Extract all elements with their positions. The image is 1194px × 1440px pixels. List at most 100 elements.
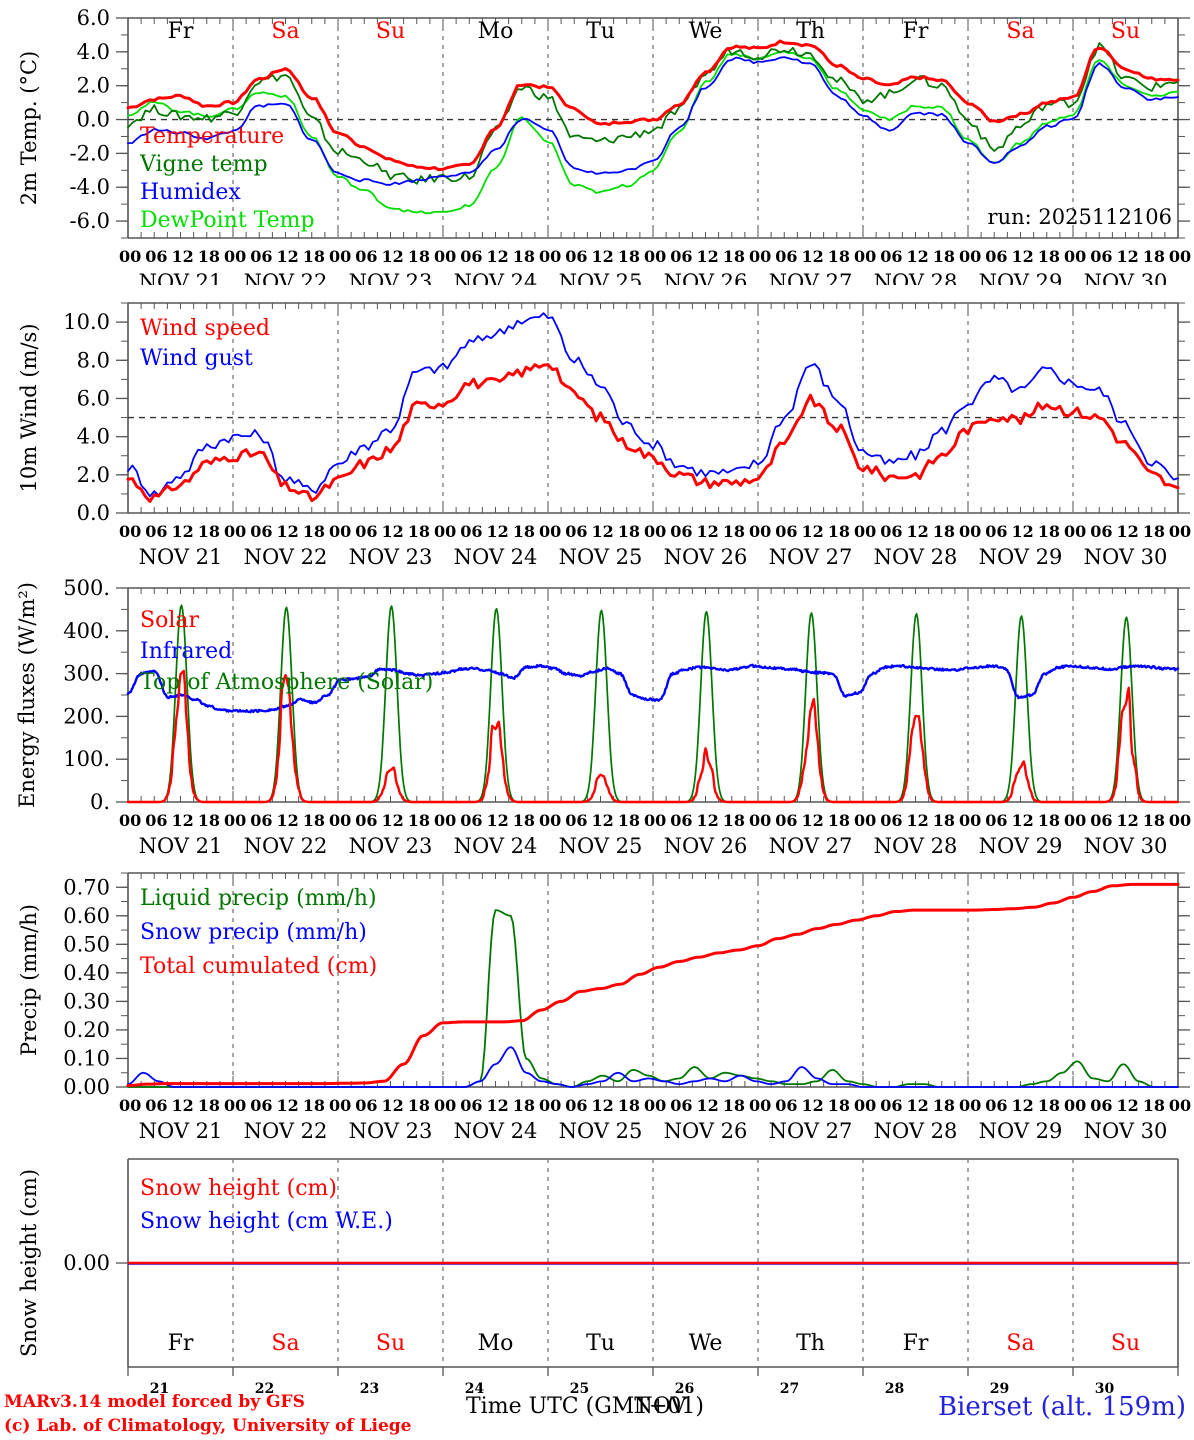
temperature-chart: 2m Temp. (°C) 6.0 4.0 2.0 0.0 -2.0 -4.0 -6.0 F… bbox=[17, 6, 1191, 285]
day-label: NOV 27 bbox=[769, 545, 853, 569]
hour-tick-label: 00 bbox=[644, 811, 666, 830]
hour-tick-label: 06 bbox=[355, 811, 377, 830]
hour-tick-label: 12 bbox=[487, 811, 509, 830]
hour-tick-label: 18 bbox=[828, 811, 850, 830]
hour-tick-label: 18 bbox=[828, 522, 850, 541]
y-tick-label: 0.00 bbox=[63, 1075, 110, 1099]
weekday-label: Mo bbox=[478, 1331, 514, 1356]
hour-tick-label: 12 bbox=[382, 522, 404, 541]
hour-tick-label: 12 bbox=[1012, 247, 1034, 266]
legend-entry: Snow height (cm W.E.) bbox=[140, 1209, 393, 1234]
hour-tick-label: 00 bbox=[539, 247, 561, 266]
y-tick-label: 0.00 bbox=[63, 1251, 110, 1275]
day-label: NOV 29 bbox=[979, 545, 1063, 569]
day-number-label: 30 bbox=[1095, 1381, 1115, 1397]
weekday-label: Tu bbox=[586, 19, 615, 44]
hour-tick-label: 18 bbox=[1038, 1096, 1060, 1115]
day-label: NOV 22 bbox=[244, 834, 328, 855]
hour-tick-label: 00 bbox=[854, 1096, 876, 1115]
hour-tick-label: 12 bbox=[697, 522, 719, 541]
hour-tick-label: 12 bbox=[802, 247, 824, 266]
hour-tick-label: 06 bbox=[985, 247, 1007, 266]
hour-tick-label: 18 bbox=[618, 1096, 640, 1115]
hour-tick-label: 00 bbox=[224, 1096, 246, 1115]
weekday-label: Fr bbox=[168, 19, 194, 44]
y-tick-label: 2.0 bbox=[77, 74, 110, 98]
station-label: Bierset (alt. 159m) bbox=[938, 1392, 1186, 1422]
hour-tick-label: 06 bbox=[1090, 522, 1112, 541]
day-label: NOV 26 bbox=[664, 270, 748, 285]
day-label: NOV 29 bbox=[979, 834, 1063, 855]
legend-entry: Temperature bbox=[140, 124, 284, 149]
x-axis-title: Time UTC (GMT+01) bbox=[466, 1394, 704, 1419]
day-number-label: 24 bbox=[465, 1381, 485, 1397]
y-tick-label: -2.0 bbox=[70, 141, 111, 165]
hour-tick-label: 00 bbox=[644, 247, 666, 266]
day-label: NOV 30 bbox=[1084, 834, 1168, 855]
hour-tick-label: 12 bbox=[592, 811, 614, 830]
hour-tick-label: 18 bbox=[723, 522, 745, 541]
weekday-label: Sa bbox=[271, 1331, 299, 1356]
hour-tick-label: 12 bbox=[907, 522, 929, 541]
hour-tick-label: 06 bbox=[1090, 1096, 1112, 1115]
hour-tick-label: 18 bbox=[618, 811, 640, 830]
hour-tick-label: 12 bbox=[277, 811, 299, 830]
hour-tick-label: 00 bbox=[1169, 522, 1191, 541]
hour-tick-label: 18 bbox=[1143, 811, 1165, 830]
hour-tick-label: 00 bbox=[1064, 522, 1086, 541]
hour-tick-label: 12 bbox=[802, 522, 824, 541]
hour-tick-label: 18 bbox=[513, 522, 535, 541]
day-number-label: 23 bbox=[360, 1381, 379, 1397]
day-label: NOV 25 bbox=[559, 270, 643, 285]
hour-tick-label: 00 bbox=[434, 247, 456, 266]
y-tick-label: 4.0 bbox=[77, 425, 110, 449]
y-axis-title: 10m Wind (m/s) bbox=[17, 323, 41, 492]
weekday-label: Su bbox=[1111, 19, 1140, 44]
y-tick-label: 300. bbox=[63, 662, 110, 686]
day-label: NOV 28 bbox=[874, 1119, 958, 1143]
hour-tick-label: 06 bbox=[775, 247, 797, 266]
y-axis-title: Energy fluxes (W/m²) bbox=[15, 582, 39, 808]
series-solar bbox=[126, 669, 1180, 804]
weekday-label: Sa bbox=[271, 19, 299, 44]
hour-tick-label: 00 bbox=[539, 811, 561, 830]
series-humidex bbox=[127, 56, 1179, 186]
weekday-label: Fr bbox=[903, 1331, 929, 1356]
hour-tick-label: 12 bbox=[592, 247, 614, 266]
hour-tick-label: 06 bbox=[460, 811, 482, 830]
hour-tick-label: 18 bbox=[933, 522, 955, 541]
hour-tick-label: 18 bbox=[303, 1096, 325, 1115]
hour-tick-label: 12 bbox=[1012, 811, 1034, 830]
series-temperature bbox=[126, 39, 1180, 172]
weekday-label: Su bbox=[376, 19, 405, 44]
hour-tick-label: 06 bbox=[250, 247, 272, 266]
hour-tick-label: 00 bbox=[854, 247, 876, 266]
legend-entry: DewPoint Temp bbox=[140, 208, 315, 233]
hour-tick-label: 12 bbox=[1117, 1096, 1139, 1115]
day-label: NOV 25 bbox=[559, 834, 643, 855]
hour-tick-label: 18 bbox=[618, 522, 640, 541]
hour-tick-label: 00 bbox=[119, 522, 141, 541]
hour-tick-label: 00 bbox=[749, 811, 771, 830]
hour-tick-label: 00 bbox=[434, 522, 456, 541]
hour-tick-label: 06 bbox=[355, 247, 377, 266]
y-tick-label: -6.0 bbox=[70, 209, 111, 233]
y-tick-label: 0.50 bbox=[63, 932, 110, 956]
hour-tick-label: 18 bbox=[408, 811, 430, 830]
hour-tick-label: 00 bbox=[959, 1096, 981, 1115]
panel-energy-fluxes: Energy fluxes (W/m²) 500. 400. 300. 200. 100… bbox=[0, 570, 1194, 855]
legend-entry: Humidex bbox=[140, 180, 241, 205]
energy-fluxes-chart: Energy fluxes (W/m²) 500. 400. 300. 200. 100… bbox=[15, 576, 1191, 855]
hour-tick-label: 12 bbox=[172, 811, 194, 830]
hour-tick-label: 06 bbox=[880, 1096, 902, 1115]
footer-lab-credit: (c) Lab. of Climatology, University of L… bbox=[4, 1416, 412, 1436]
hour-tick-label: 06 bbox=[985, 522, 1007, 541]
legend-entry: Solar bbox=[140, 608, 199, 633]
hour-tick-label: 18 bbox=[723, 247, 745, 266]
hour-tick-label: 00 bbox=[329, 522, 351, 541]
weekday-label: Su bbox=[376, 1331, 405, 1356]
hour-tick-label: 00 bbox=[959, 522, 981, 541]
hour-tick-label: 06 bbox=[670, 247, 692, 266]
hour-tick-label: 12 bbox=[592, 522, 614, 541]
